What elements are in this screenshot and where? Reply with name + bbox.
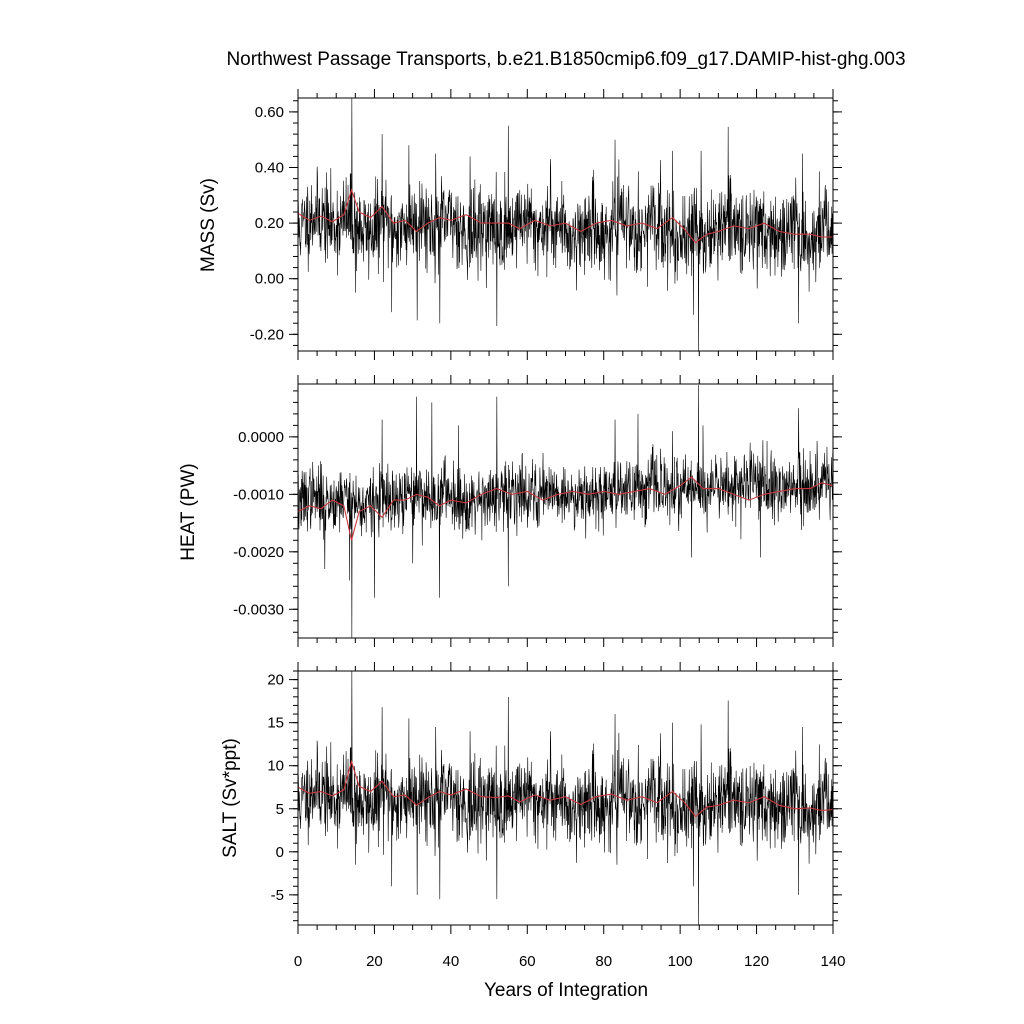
mass-y-tick-label: 0.00 bbox=[255, 271, 284, 288]
salt-y-tick-label: 15 bbox=[267, 715, 284, 732]
x-tick-label: 80 bbox=[595, 953, 612, 970]
salt-y-tick-label: 0 bbox=[276, 844, 284, 861]
mass-y-axis-title: MASS (Sv) bbox=[198, 178, 219, 272]
salt-ticks: -5 0 5 10 15 20 0 20 40 60 80 100 120 140 bbox=[267, 662, 846, 970]
heat-y-axis-title: HEAT (PW) bbox=[178, 463, 199, 560]
x-tick-label: 60 bbox=[519, 953, 536, 970]
salt-y-axis-title: SALT (Sv*ppt) bbox=[220, 738, 241, 858]
mass-monthly-series bbox=[298, 98, 833, 351]
mass-y-tick-label: -0.20 bbox=[250, 326, 284, 343]
salt-y-tick-label: 20 bbox=[267, 672, 284, 689]
figure-title: Northwest Passage Transports, b.e21.B185… bbox=[226, 49, 905, 70]
mass-panel: -0.20 0.00 0.20 0.40 0.60 MASS (Sv) bbox=[198, 89, 842, 360]
mass-y-tick-label: 0.60 bbox=[255, 104, 284, 121]
mass-running-mean-series bbox=[298, 187, 833, 244]
x-axis-title: Years of Integration bbox=[484, 980, 648, 1001]
heat-ticks: -0.0030 -0.0020 -0.0010 0.0000 bbox=[233, 375, 842, 647]
heat-y-tick-label: -0.0010 bbox=[233, 486, 284, 503]
mass-frame bbox=[297, 97, 834, 352]
heat-running-mean-series bbox=[298, 476, 833, 541]
salt-panel: -5 0 5 10 15 20 0 20 40 60 80 100 120 140 SALT (Sv*pp… bbox=[220, 662, 846, 970]
mass-ticks: -0.20 0.00 0.20 0.40 0.60 bbox=[250, 89, 842, 360]
x-tick-label: 140 bbox=[820, 953, 845, 970]
salt-y-tick-label: 10 bbox=[267, 758, 284, 775]
x-tick-label: 120 bbox=[744, 953, 769, 970]
salt-monthly-series bbox=[298, 671, 833, 925]
heat-monthly-series bbox=[298, 385, 833, 638]
x-tick-label: 100 bbox=[668, 953, 693, 970]
heat-panel: -0.0030 -0.0020 -0.0010 0.0000 HEAT (PW) bbox=[178, 375, 842, 647]
salt-plot-area bbox=[298, 671, 833, 925]
heat-y-tick-label: -0.0020 bbox=[233, 544, 284, 561]
salt-y-tick-label: 5 bbox=[276, 801, 284, 818]
salt-frame bbox=[297, 670, 834, 926]
x-tick-label: 40 bbox=[443, 953, 460, 970]
heat-frame bbox=[297, 383, 834, 639]
mass-plot-area bbox=[298, 98, 833, 351]
heat-plot-area bbox=[298, 385, 833, 638]
x-tick-label: 20 bbox=[366, 953, 383, 970]
mass-y-tick-label: 0.20 bbox=[255, 215, 284, 232]
salt-running-mean-series bbox=[298, 759, 833, 818]
mass-y-tick-label: 0.40 bbox=[255, 160, 284, 177]
salt-y-tick-label: -5 bbox=[271, 887, 284, 904]
heat-y-tick-label: 0.0000 bbox=[238, 429, 284, 446]
x-tick-label: 0 bbox=[294, 953, 302, 970]
heat-y-tick-label: -0.0030 bbox=[233, 601, 284, 618]
